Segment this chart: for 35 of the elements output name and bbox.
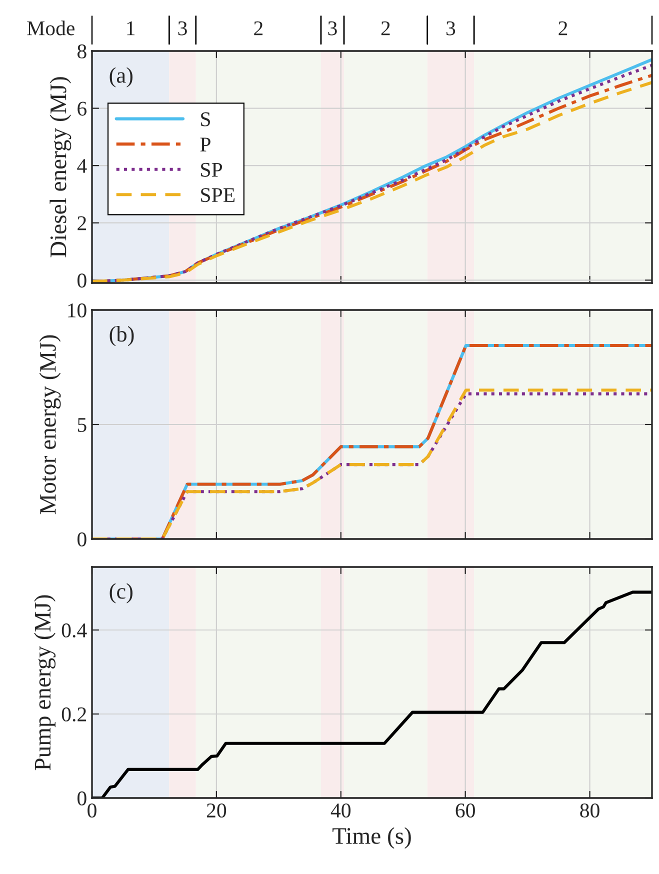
band-label: 3 bbox=[446, 21, 456, 36]
x-tick-label: 40 bbox=[330, 803, 351, 818]
y-tick-label: 5 bbox=[78, 418, 86, 432]
band-label: 3 bbox=[178, 21, 187, 36]
legend-label: SP bbox=[201, 162, 222, 177]
band-label: 2 bbox=[381, 21, 390, 36]
y-tick-label: 6 bbox=[78, 102, 87, 116]
band-label: 3 bbox=[328, 21, 337, 36]
annotation: (b) bbox=[110, 326, 134, 346]
y-axis-title: Motor energy (MJ) bbox=[39, 335, 61, 514]
y-tick-label: 0 bbox=[78, 532, 86, 546]
y-axis-title: Pump energy (MJ) bbox=[34, 595, 56, 770]
band-label: 1 bbox=[127, 21, 135, 36]
legend-label: P bbox=[200, 138, 210, 152]
band-label: 2 bbox=[254, 21, 263, 36]
y-axis-title: Diesel energy (MJ) bbox=[50, 77, 72, 258]
y-tick-label: 10 bbox=[68, 303, 86, 318]
y-tick-label: 8 bbox=[78, 44, 86, 58]
x-axis-title: Time (s) bbox=[332, 827, 411, 849]
x-tick-label: 80 bbox=[580, 803, 600, 818]
legend-label: SPE bbox=[201, 188, 235, 202]
y-tick-label: 4 bbox=[77, 159, 87, 173]
annotation: (c) bbox=[110, 583, 132, 604]
band-label: 2 bbox=[558, 21, 568, 36]
x-tick-label: 20 bbox=[206, 803, 226, 818]
x-tick-label: 60 bbox=[456, 803, 475, 818]
y-tick-label: 2 bbox=[78, 216, 86, 230]
y-tick-label: 0.2 bbox=[62, 707, 86, 722]
legend-label: S bbox=[201, 112, 210, 126]
text: Mode bbox=[27, 20, 74, 36]
y-tick-label: 0.4 bbox=[62, 623, 87, 638]
y-tick-label: 0 bbox=[78, 274, 86, 288]
annotation: (a) bbox=[110, 67, 132, 88]
y-tick-label: 0 bbox=[78, 791, 86, 806]
x-tick-label: 0 bbox=[88, 803, 96, 818]
